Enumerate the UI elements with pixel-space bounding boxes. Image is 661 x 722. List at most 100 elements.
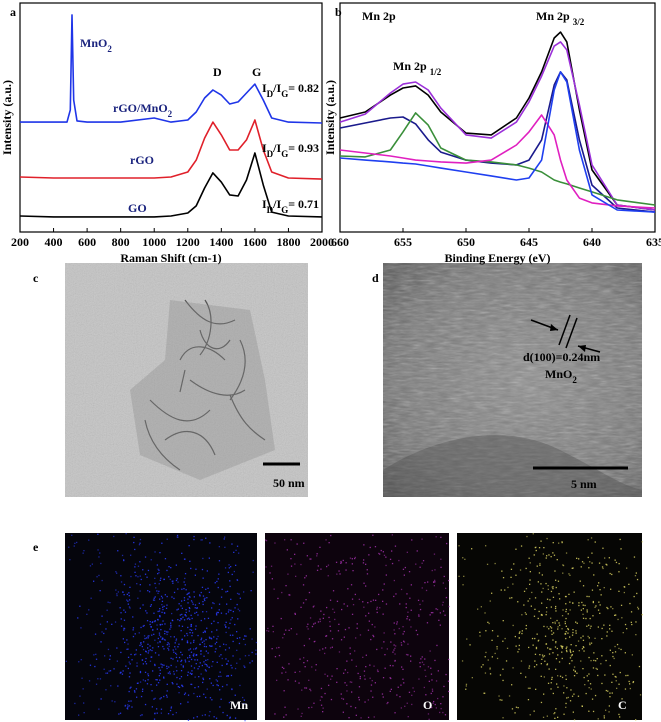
map-dot — [626, 628, 628, 630]
map-dot — [154, 639, 156, 641]
map-dot — [134, 571, 136, 573]
map-dot — [308, 638, 311, 640]
map-dot — [142, 569, 144, 571]
map-dot — [576, 672, 578, 674]
map-dot — [530, 605, 532, 607]
map-dot — [564, 621, 566, 623]
map-dot — [519, 569, 522, 571]
map-dot — [347, 671, 349, 674]
map-dot — [157, 568, 159, 570]
map-dot — [145, 657, 147, 660]
map-dot — [119, 607, 121, 609]
map-dot — [333, 611, 336, 613]
map-dot — [170, 636, 172, 638]
map-dot — [221, 588, 223, 590]
map-dot — [158, 610, 161, 612]
map-dot — [370, 638, 372, 641]
spectrum-line — [19, 152, 323, 218]
map-dot — [65, 660, 67, 662]
map-dot — [629, 602, 631, 605]
map-dot — [394, 545, 397, 547]
map-dot — [561, 645, 563, 648]
map-dot — [590, 688, 592, 690]
map-dot — [543, 693, 545, 695]
map-dot — [421, 661, 424, 663]
map-dot — [561, 541, 563, 543]
map-dot — [466, 638, 468, 640]
map-dot — [589, 643, 591, 646]
map-dot — [232, 634, 234, 636]
map-dot — [341, 608, 343, 611]
map-dot — [641, 541, 643, 543]
map-dot — [515, 548, 517, 550]
map-dot — [605, 563, 607, 565]
map-dot — [68, 546, 70, 548]
map-dot — [322, 617, 324, 619]
map-dot — [410, 626, 412, 628]
map-dot — [181, 685, 183, 687]
map-dot — [196, 716, 198, 718]
map-dot — [514, 712, 516, 714]
map-dot — [400, 707, 402, 709]
map-dot — [591, 552, 593, 554]
map-dot — [310, 558, 312, 560]
map-dot — [126, 593, 128, 595]
map-dot — [99, 590, 101, 592]
map-dot — [80, 627, 82, 629]
map-dot — [355, 714, 357, 716]
map-dot — [180, 618, 182, 620]
map-dot — [140, 695, 143, 698]
map-dot — [218, 560, 221, 562]
map-dot — [510, 568, 513, 570]
map-dot — [569, 650, 571, 652]
map-dot — [597, 718, 599, 720]
map-dot — [123, 559, 125, 561]
map-dot — [540, 663, 542, 665]
map-dot — [348, 717, 350, 719]
map-dot — [129, 663, 131, 665]
map-dot — [211, 645, 213, 647]
map-dot — [130, 653, 132, 656]
map-dot — [161, 623, 163, 626]
map-dot — [164, 612, 166, 614]
x-tick-label: 800 — [112, 235, 130, 249]
map-dot — [465, 688, 467, 690]
map-dot — [136, 665, 138, 667]
map-dot — [205, 537, 207, 539]
map-dot — [429, 650, 431, 652]
map-dot — [242, 696, 244, 699]
map-dot — [229, 580, 231, 582]
map-dot — [228, 627, 230, 629]
map-dot — [630, 621, 632, 623]
map-dot — [513, 563, 515, 565]
map-dot — [230, 598, 232, 600]
map-dot — [343, 672, 345, 674]
map-dot — [101, 615, 103, 617]
map-dot — [317, 621, 320, 623]
map-dot — [168, 666, 170, 668]
map-dot — [170, 707, 172, 709]
annotation-part: I — [262, 81, 267, 95]
map-dot — [148, 650, 150, 652]
map-dot — [366, 573, 369, 575]
map-dot — [360, 717, 362, 719]
map-dot — [211, 665, 213, 667]
map-dot — [420, 658, 422, 660]
map-dot — [172, 582, 174, 584]
map-dot — [531, 637, 534, 640]
map-dot — [436, 608, 439, 611]
map-dot — [477, 608, 479, 610]
map-dot — [425, 694, 427, 696]
map-dot — [149, 605, 152, 607]
map-dot — [502, 640, 504, 642]
map-dot — [326, 606, 328, 609]
map-dot — [213, 602, 215, 605]
map-dot — [446, 542, 448, 545]
map-dot — [533, 666, 536, 668]
map-dot — [128, 606, 131, 608]
map-dot — [491, 592, 493, 594]
lattice-label: d(100)=0.24nm — [523, 350, 600, 364]
map-dot — [289, 594, 291, 596]
map-dot — [534, 653, 537, 655]
map-dot — [127, 667, 129, 670]
